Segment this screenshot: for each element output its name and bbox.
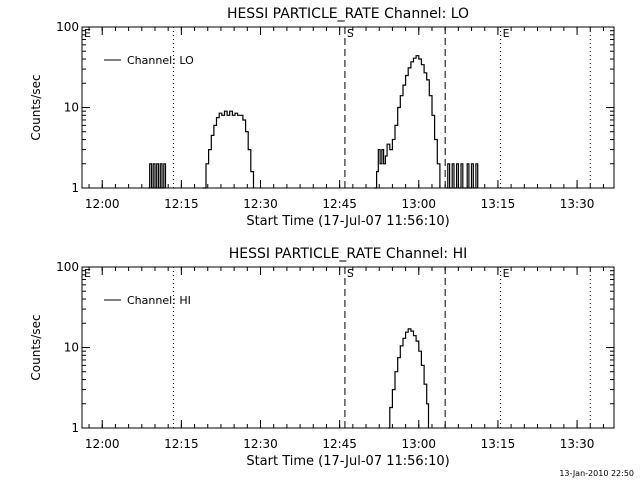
event-marker-label: E: [84, 267, 91, 280]
y-tick-label: 100: [56, 20, 79, 34]
x-tick-label: 13:15: [481, 197, 516, 211]
chart-title: HESSI PARTICLE_RATE Channel: LO: [227, 6, 469, 22]
y-tick-label: 10: [64, 341, 79, 355]
series-line: [388, 328, 430, 429]
y-tick-label: 100: [56, 260, 79, 274]
x-tick-label: 12:15: [164, 437, 199, 451]
x-tick-label: 12:15: [164, 197, 199, 211]
x-tick-label: 12:30: [243, 197, 278, 211]
x-axis-label: Start Time (17-Jul-07 11:56:10): [246, 214, 449, 229]
x-tick-label: 13:00: [401, 437, 436, 451]
x-tick-label: 12:45: [322, 437, 357, 451]
event-marker-label: S: [347, 27, 354, 40]
chart-panel-1: HESSI PARTICLE_RATE Channel: LO Counts/se…: [29, 6, 615, 229]
y-tick-label: 1: [71, 421, 79, 435]
event-marker-label: E: [503, 27, 510, 40]
x-tick-label: 13:00: [401, 197, 436, 211]
x-tick-label: 13:15: [481, 437, 516, 451]
y-tick-label: 1: [71, 181, 79, 195]
x-axis-label: Start Time (17-Jul-07 11:56:10): [246, 454, 449, 469]
event-marker-label: S: [347, 267, 354, 280]
x-tick-label: 12:00: [85, 197, 120, 211]
y-axis-label: Counts/sec: [29, 74, 43, 140]
x-tick-label: 13:30: [560, 437, 595, 451]
chart-title: HESSI PARTICLE_RATE Channel: HI: [229, 246, 467, 262]
plot-frame: [81, 266, 615, 429]
legend-label: Channel: LO: [127, 54, 194, 67]
chart-panel-2: HESSI PARTICLE_RATE Channel: HI Counts/se…: [29, 246, 615, 469]
x-tick-label: 12:45: [322, 197, 357, 211]
x-tick-label: 12:00: [85, 437, 120, 451]
footer-timestamp: 13-Jan-2010 22:50: [559, 469, 634, 478]
series-line: [202, 110, 255, 189]
x-tick-label: 13:30: [560, 197, 595, 211]
event-marker-label: E: [503, 267, 510, 280]
legend-label: Channel: HI: [127, 294, 191, 307]
event-marker-label: E: [84, 27, 91, 40]
series-line: [446, 163, 479, 189]
x-tick-label: 12:30: [243, 437, 278, 451]
series-line: [148, 163, 167, 189]
series-line: [373, 55, 441, 189]
y-axis-label: Counts/sec: [29, 314, 43, 380]
y-tick-label: 10: [64, 101, 79, 115]
